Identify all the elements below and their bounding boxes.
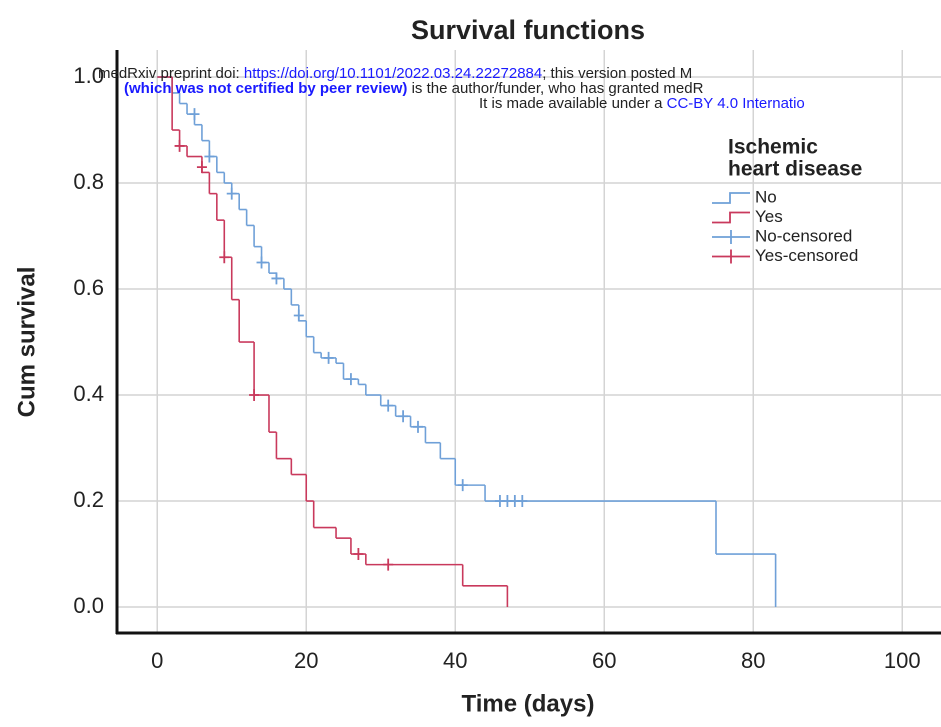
overlay-text: ; this version posted M: [542, 65, 692, 82]
censor-mark: [412, 420, 423, 433]
censor-mark: [383, 558, 394, 571]
legend-symbol: [712, 211, 750, 224]
censor-mark: [219, 251, 230, 264]
overlay-text: (which was not certified by peer review): [124, 80, 407, 97]
x-tick-label: 80: [741, 648, 765, 673]
censor-mark: [457, 479, 468, 492]
legend-label: Yes-censored: [755, 246, 858, 265]
overlay-line: medRxiv preprint doi: https://doi.org/10…: [98, 65, 692, 82]
censor-mark: [345, 373, 356, 386]
overlay-line: (which was not certified by peer review)…: [124, 80, 704, 97]
censor-mark: [517, 495, 528, 508]
censor-mark: [293, 309, 304, 322]
legend-title: heart disease: [728, 158, 862, 181]
censor-mark: [271, 272, 282, 285]
x-tick-label: 40: [443, 648, 467, 673]
censor-mark: [353, 548, 364, 561]
legend-label: Yes: [755, 207, 783, 226]
overlay-text: It is made available under a: [479, 95, 667, 112]
legend-label: No-censored: [755, 226, 852, 245]
x-tick-label: 20: [294, 648, 318, 673]
overlay-text: https://doi.org/10.1101/2022.03.24.22272…: [244, 65, 542, 82]
legend-symbol: [712, 192, 750, 204]
censor-mark: [174, 139, 185, 152]
overlay-line: It is made available under a CC-BY 4.0 I…: [479, 95, 805, 112]
y-tick-label: 0.2: [73, 487, 104, 512]
overlay-text: CC-BY 4.0 Internatio: [667, 95, 805, 112]
censor-mark: [256, 256, 267, 269]
censor-mark: [323, 351, 334, 364]
y-axis-title: Cum survival: [13, 267, 40, 418]
censor-mark: [226, 187, 237, 200]
legend-title: Ischemic: [728, 136, 818, 159]
y-tick-label: 0.4: [73, 381, 104, 406]
y-tick-label: 0.8: [73, 169, 104, 194]
x-tick-label: 60: [592, 648, 616, 673]
y-tick-label: 0.6: [73, 275, 104, 300]
legend-symbol: [712, 249, 750, 264]
censor-mark: [398, 410, 409, 423]
y-tick-label: 1.0: [73, 63, 104, 88]
censor-mark: [249, 389, 260, 402]
censor-mark: [196, 161, 207, 174]
legend-symbol: [712, 230, 750, 244]
x-tick-label: 0: [151, 648, 163, 673]
censor-mark: [204, 150, 215, 163]
legend-label: No: [755, 187, 777, 206]
y-tick-label: 0.0: [73, 593, 104, 618]
x-tick-label: 100: [884, 648, 921, 673]
censor-mark: [383, 399, 394, 412]
x-axis-title: Time (days): [462, 690, 595, 717]
chart-title: Survival functions: [411, 15, 645, 45]
overlay-text: medRxiv preprint doi:: [98, 65, 244, 82]
overlay-text: is the author/funder, who has granted me…: [407, 80, 703, 97]
censor-mark: [189, 108, 200, 121]
